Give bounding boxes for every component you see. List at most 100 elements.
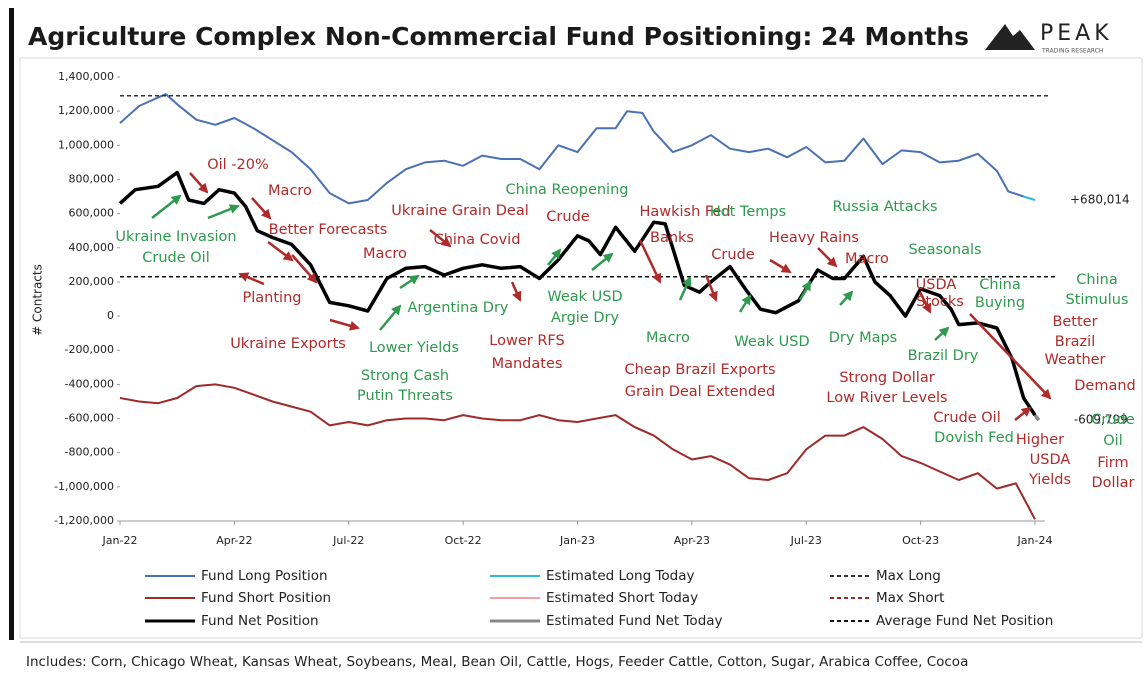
y-tick-label: -1,000,000 — [54, 480, 114, 493]
annotation: Dollar — [1092, 475, 1135, 491]
y-tick-label: -800,000 — [65, 446, 114, 459]
annotation: Brazil — [1055, 334, 1095, 350]
annotation: USDA — [916, 277, 957, 293]
annotation: Better — [1052, 314, 1097, 330]
annotation: Ukraine Grain Deal — [391, 203, 529, 219]
annotation: Argie Dry — [551, 310, 620, 326]
annotation: Stimulus — [1065, 292, 1128, 308]
annotation: Crude Oil — [933, 410, 1000, 426]
x-tick-label: Oct-22 — [445, 534, 482, 547]
series-line — [119, 93, 1024, 205]
legend-label: Fund Long Position — [201, 568, 328, 584]
annotation: China — [1076, 272, 1117, 288]
arrow — [291, 254, 318, 284]
annotation: China Covid — [434, 232, 521, 248]
annotation: Macro — [268, 183, 312, 199]
annotation: Lower Yields — [369, 340, 459, 356]
footnote: Includes: Corn, Chicago Wheat, Kansas Wh… — [26, 654, 968, 670]
x-tick-label: Jan-22 — [102, 534, 138, 547]
logo-subtitle: TRADING RESEARCH — [1041, 48, 1103, 55]
arrow — [678, 276, 692, 301]
logo: PEAK — [1040, 21, 1113, 46]
legend-label: Max Long — [876, 568, 941, 584]
annotation: Weak USD — [547, 289, 622, 305]
annotation: Strong Dollar — [839, 370, 934, 386]
annotation: Hot Temps — [710, 204, 786, 220]
annotation: Crude Oil — [142, 250, 209, 266]
annotation: China Reopening — [506, 182, 629, 198]
annotation: Crude — [711, 247, 754, 263]
legend-label: Average Fund Net Position — [876, 613, 1053, 629]
arrow — [839, 290, 854, 306]
left-bar — [9, 8, 14, 640]
annotation: Planting — [243, 290, 302, 306]
annotation: Brazil Dry — [908, 348, 979, 364]
arrow — [151, 194, 182, 219]
annotation: Dovish Fed — [934, 430, 1014, 446]
arrow — [267, 241, 294, 262]
arrow — [738, 294, 752, 313]
y-tick-label: 0 — [107, 309, 114, 322]
legend-label: Fund Net Position — [201, 613, 319, 629]
arrow — [547, 248, 562, 266]
y-tick-label: 600,000 — [69, 207, 115, 220]
annotation: Better Forecasts — [269, 222, 388, 238]
y-tick-label: -1,200,000 — [54, 514, 114, 527]
annotation: Dry Maps — [829, 330, 897, 346]
arrow — [329, 318, 360, 331]
arrow — [238, 272, 265, 286]
arrow — [918, 291, 932, 314]
y-tick-label: 800,000 — [69, 172, 115, 185]
annotation: Buying — [975, 295, 1025, 311]
x-tick-label: Jan-24 — [1017, 534, 1053, 547]
annotation: Ukraine Invasion — [115, 229, 236, 245]
annotation: Demand — [1074, 378, 1136, 394]
y-tick-label: 200,000 — [69, 275, 115, 288]
annotation: Heavy Rains — [769, 230, 859, 246]
annotation: Grain Deal Extended — [625, 384, 775, 400]
x-tick-label: Oct-23 — [902, 534, 939, 547]
annotation: Macro — [363, 246, 407, 262]
series-line — [118, 170, 1037, 417]
annotation: Oil -20% — [207, 157, 269, 173]
legend-label: Estimated Long Today — [546, 568, 695, 584]
arrow — [769, 258, 792, 274]
annotation: Ukraine Exports — [230, 336, 346, 352]
arrow — [934, 326, 950, 341]
annotation: Macro — [646, 330, 690, 346]
arrow — [704, 274, 718, 302]
legend-label: Max Short — [876, 590, 944, 606]
x-tick-label: Jan-23 — [559, 534, 595, 547]
series-line — [1033, 414, 1041, 422]
arrow — [969, 313, 1052, 400]
annotation: Firm — [1097, 455, 1128, 471]
series-line — [1023, 195, 1036, 201]
chart-title: Agriculture Complex Non-Commercial Fund … — [28, 22, 969, 51]
legend-label: Estimated Fund Net Today — [546, 613, 723, 629]
arrow — [817, 247, 838, 268]
value-label: -609,799 — [1074, 413, 1128, 427]
annotation: Seasonals — [908, 242, 981, 258]
annotation: Macro — [845, 251, 889, 267]
arrow — [798, 280, 812, 301]
series-line — [119, 383, 1036, 520]
y-axis-label: # Contracts — [31, 264, 45, 336]
arrow — [510, 281, 522, 302]
annotation: Weak USD — [734, 334, 809, 350]
y-tick-label: -400,000 — [65, 377, 114, 390]
annotation: Yields — [1028, 472, 1071, 488]
annotation: Strong Cash — [361, 368, 449, 384]
legend-label: Fund Short Position — [201, 590, 331, 606]
y-tick-label: -200,000 — [65, 343, 114, 356]
annotation: Putin Threats — [357, 388, 453, 404]
arrow — [429, 229, 452, 248]
annotation: Banks — [650, 230, 694, 246]
annotation: Oil — [1103, 433, 1122, 449]
annotation: Low River Levels — [826, 390, 947, 406]
y-tick-label: 1,400,000 — [58, 70, 114, 83]
plot-frame — [19, 57, 1143, 639]
x-tick-label: Jul-22 — [332, 534, 364, 547]
arrow — [189, 172, 209, 194]
arrow — [207, 204, 240, 220]
